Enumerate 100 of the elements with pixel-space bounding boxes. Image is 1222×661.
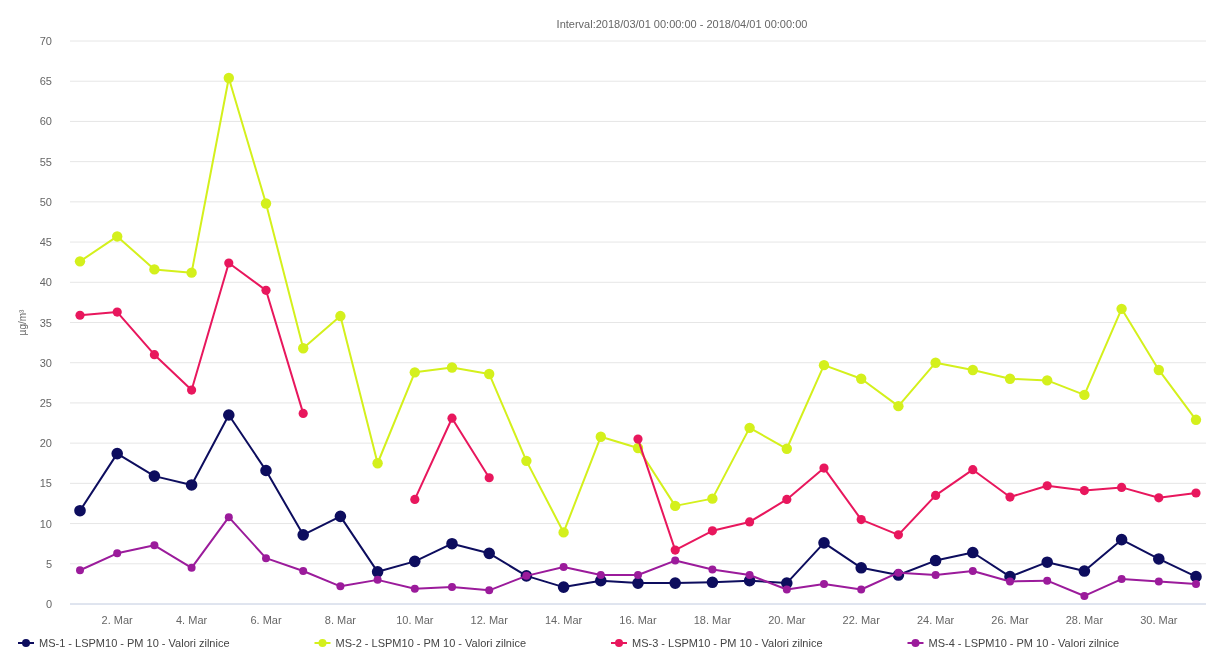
- x-tick-label: 4. Mar: [176, 614, 208, 626]
- point: [1153, 553, 1165, 565]
- point: [707, 526, 717, 536]
- point: [1191, 488, 1201, 498]
- point: [446, 537, 458, 550]
- point: [1115, 533, 1128, 546]
- y-tick-label: 15: [39, 477, 52, 490]
- point: [1192, 579, 1200, 588]
- x-tick-label: 16. Mar: [619, 614, 657, 626]
- point: [262, 554, 270, 563]
- point: [409, 367, 420, 378]
- point: [76, 566, 84, 575]
- point: [893, 530, 903, 540]
- point: [1004, 373, 1016, 384]
- point: [448, 583, 456, 592]
- point: [75, 310, 85, 320]
- point: [1041, 556, 1053, 568]
- point: [558, 527, 569, 538]
- point: [744, 422, 755, 434]
- y-tick-label: 5: [45, 557, 52, 570]
- y-axis-title: µg/m³: [17, 308, 28, 336]
- point: [111, 447, 123, 460]
- point: [484, 368, 495, 380]
- y-tick-label: 10: [39, 517, 52, 530]
- point: [1117, 482, 1127, 492]
- y-tick-label: 35: [39, 316, 52, 329]
- point: [857, 585, 866, 594]
- point: [260, 198, 272, 209]
- point: [373, 575, 382, 584]
- point: [708, 565, 717, 574]
- point: [1043, 576, 1052, 585]
- point: [670, 545, 680, 555]
- point: [633, 434, 643, 444]
- point: [113, 549, 122, 558]
- y-tick-label: 60: [39, 115, 52, 128]
- point: [1116, 303, 1127, 315]
- y-tick-label: 45: [39, 236, 52, 249]
- x-tick-label: 20. Mar: [768, 614, 806, 626]
- chart-title: Interval:2018/03/01 00:00:00 - 2018/04/01 00:00:00: [556, 18, 808, 30]
- point: [149, 350, 159, 360]
- point: [1079, 486, 1089, 496]
- point: [224, 513, 233, 522]
- x-tick-label: 12. Mar: [470, 614, 509, 626]
- y-tick-label: 50: [39, 195, 52, 208]
- point: [1042, 375, 1053, 386]
- x-tick-label: 24. Mar: [916, 614, 955, 626]
- point: [521, 455, 532, 467]
- x-tick-label: 28. Mar: [1065, 614, 1104, 626]
- point: [150, 541, 159, 550]
- point: [335, 310, 346, 322]
- point: [855, 562, 867, 574]
- y-tick-label: 20: [39, 437, 52, 450]
- x-tick-label: 26. Mar: [991, 614, 1029, 626]
- point: [632, 577, 644, 589]
- x-tick-label: 10. Mar: [396, 614, 434, 626]
- point: [931, 490, 941, 501]
- legend-label: MS-3 - LSPM10 - PM 10 - Valori zilnice: [632, 637, 823, 649]
- point: [187, 563, 196, 572]
- point: [74, 256, 86, 267]
- y-tick-label: 70: [39, 35, 52, 47]
- point: [74, 504, 86, 517]
- point: [967, 364, 978, 376]
- point: [112, 231, 123, 242]
- point: [187, 385, 197, 395]
- point: [1190, 414, 1202, 426]
- point: [1080, 591, 1089, 600]
- point: [856, 373, 867, 384]
- point: [931, 571, 940, 580]
- legend-label: MS-2 - LSPM10 - PM 10 - Valori zilnice: [335, 637, 527, 649]
- point: [930, 357, 941, 368]
- y-tick-label: 0: [45, 598, 52, 610]
- point: [557, 581, 570, 593]
- point: [967, 546, 979, 559]
- point: [447, 413, 457, 423]
- point: [484, 473, 494, 483]
- point: [112, 307, 122, 317]
- point: [596, 571, 605, 580]
- point: [185, 479, 198, 491]
- point: [298, 343, 309, 354]
- point: [1117, 575, 1126, 584]
- point: [260, 464, 272, 477]
- point: [669, 577, 681, 589]
- y-tick-label: 55: [39, 155, 52, 168]
- point: [148, 470, 161, 482]
- point: [968, 465, 978, 475]
- x-tick-label: 22. Mar: [842, 614, 881, 626]
- point: [1154, 577, 1163, 586]
- y-tick-label: 25: [39, 396, 52, 409]
- point: [559, 563, 568, 571]
- y-tick-label: 40: [39, 276, 52, 289]
- point: [707, 493, 718, 504]
- point: [893, 400, 904, 412]
- point: [371, 566, 384, 578]
- point: [670, 500, 681, 512]
- point: [485, 586, 494, 595]
- legend-label: MS-1 - LSPM10 - PM 10 - Valori zilnice: [39, 637, 230, 649]
- point: [706, 576, 719, 589]
- point: [223, 72, 234, 84]
- x-tick-label: 8. Mar: [324, 614, 357, 626]
- point: [1078, 565, 1091, 577]
